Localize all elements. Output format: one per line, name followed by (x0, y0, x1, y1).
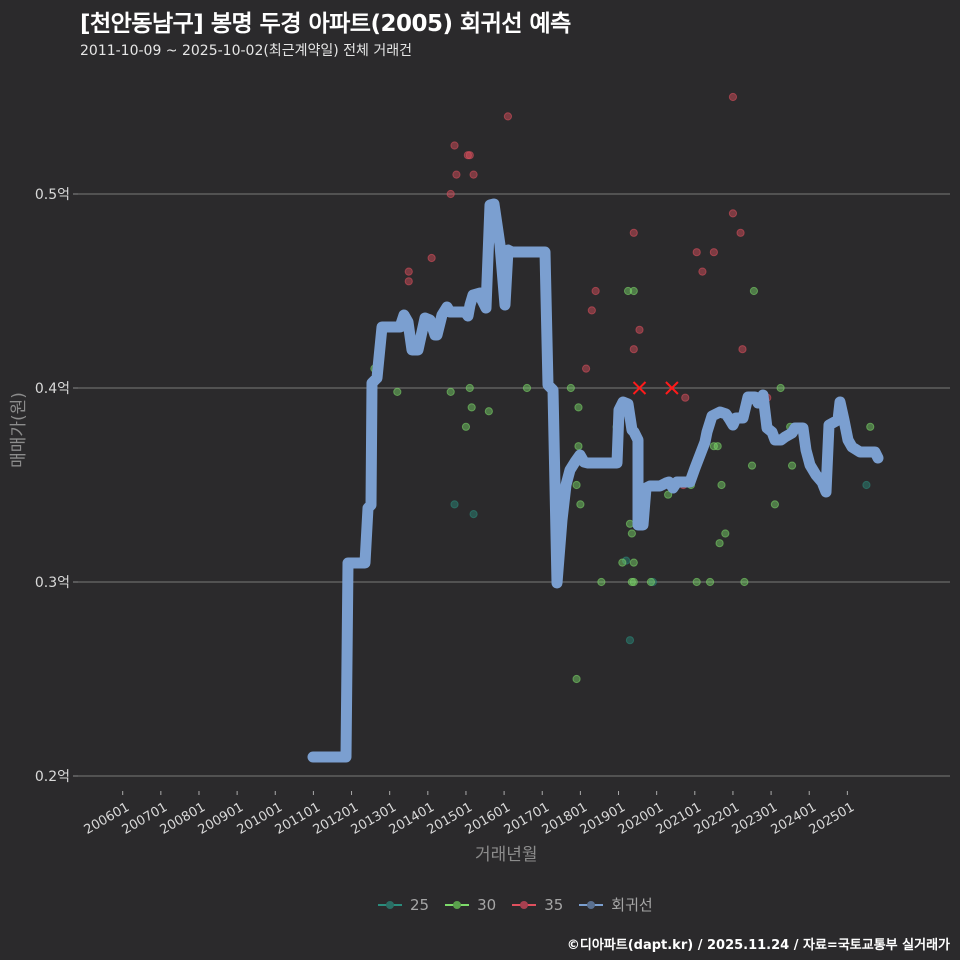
x-axis-ticks (122, 791, 848, 795)
chart-title: [천안동남구] 봉명 두경 아파트(2005) 회귀선 예측 (80, 11, 571, 37)
y-tick-label: 0.3억 (34, 575, 70, 591)
legend-key-icon (445, 899, 470, 911)
gridlines (73, 193, 950, 777)
regression-line (307, 198, 884, 763)
legend-key-icon (512, 899, 537, 911)
y-axis-title: 매매가(원) (9, 392, 29, 468)
legend-label: 회귀선 (611, 896, 653, 914)
legend-label: 35 (544, 895, 564, 914)
legend-item-regression: 회귀선 (579, 894, 653, 915)
legend-key-icon (579, 899, 604, 911)
y-tick-label: 0.2억 (34, 769, 70, 785)
source-caption: ©디아파트(dapt.kr) / 2025.11.24 / 자료=국토교통부 실… (566, 938, 950, 953)
legend-item-25: 25 (378, 896, 429, 914)
legend: 25 30 35 회귀선 (378, 894, 659, 915)
legend-item-35: 35 (512, 896, 563, 914)
legend-label: 30 (477, 895, 497, 914)
chart-subtitle: 2011-10-09 ~ 2025-10-02(최근계약일) 전체 거래건 (80, 43, 412, 59)
x-axis-title: 거래년월 (475, 845, 538, 865)
legend-label: 25 (410, 895, 430, 914)
legend-key-icon (378, 899, 402, 911)
y-tick-label: 0.4억 (34, 381, 70, 397)
y-tick-label: 0.5억 (34, 187, 70, 203)
legend-item-30: 30 (445, 896, 496, 914)
highlight-markers (632, 381, 679, 395)
